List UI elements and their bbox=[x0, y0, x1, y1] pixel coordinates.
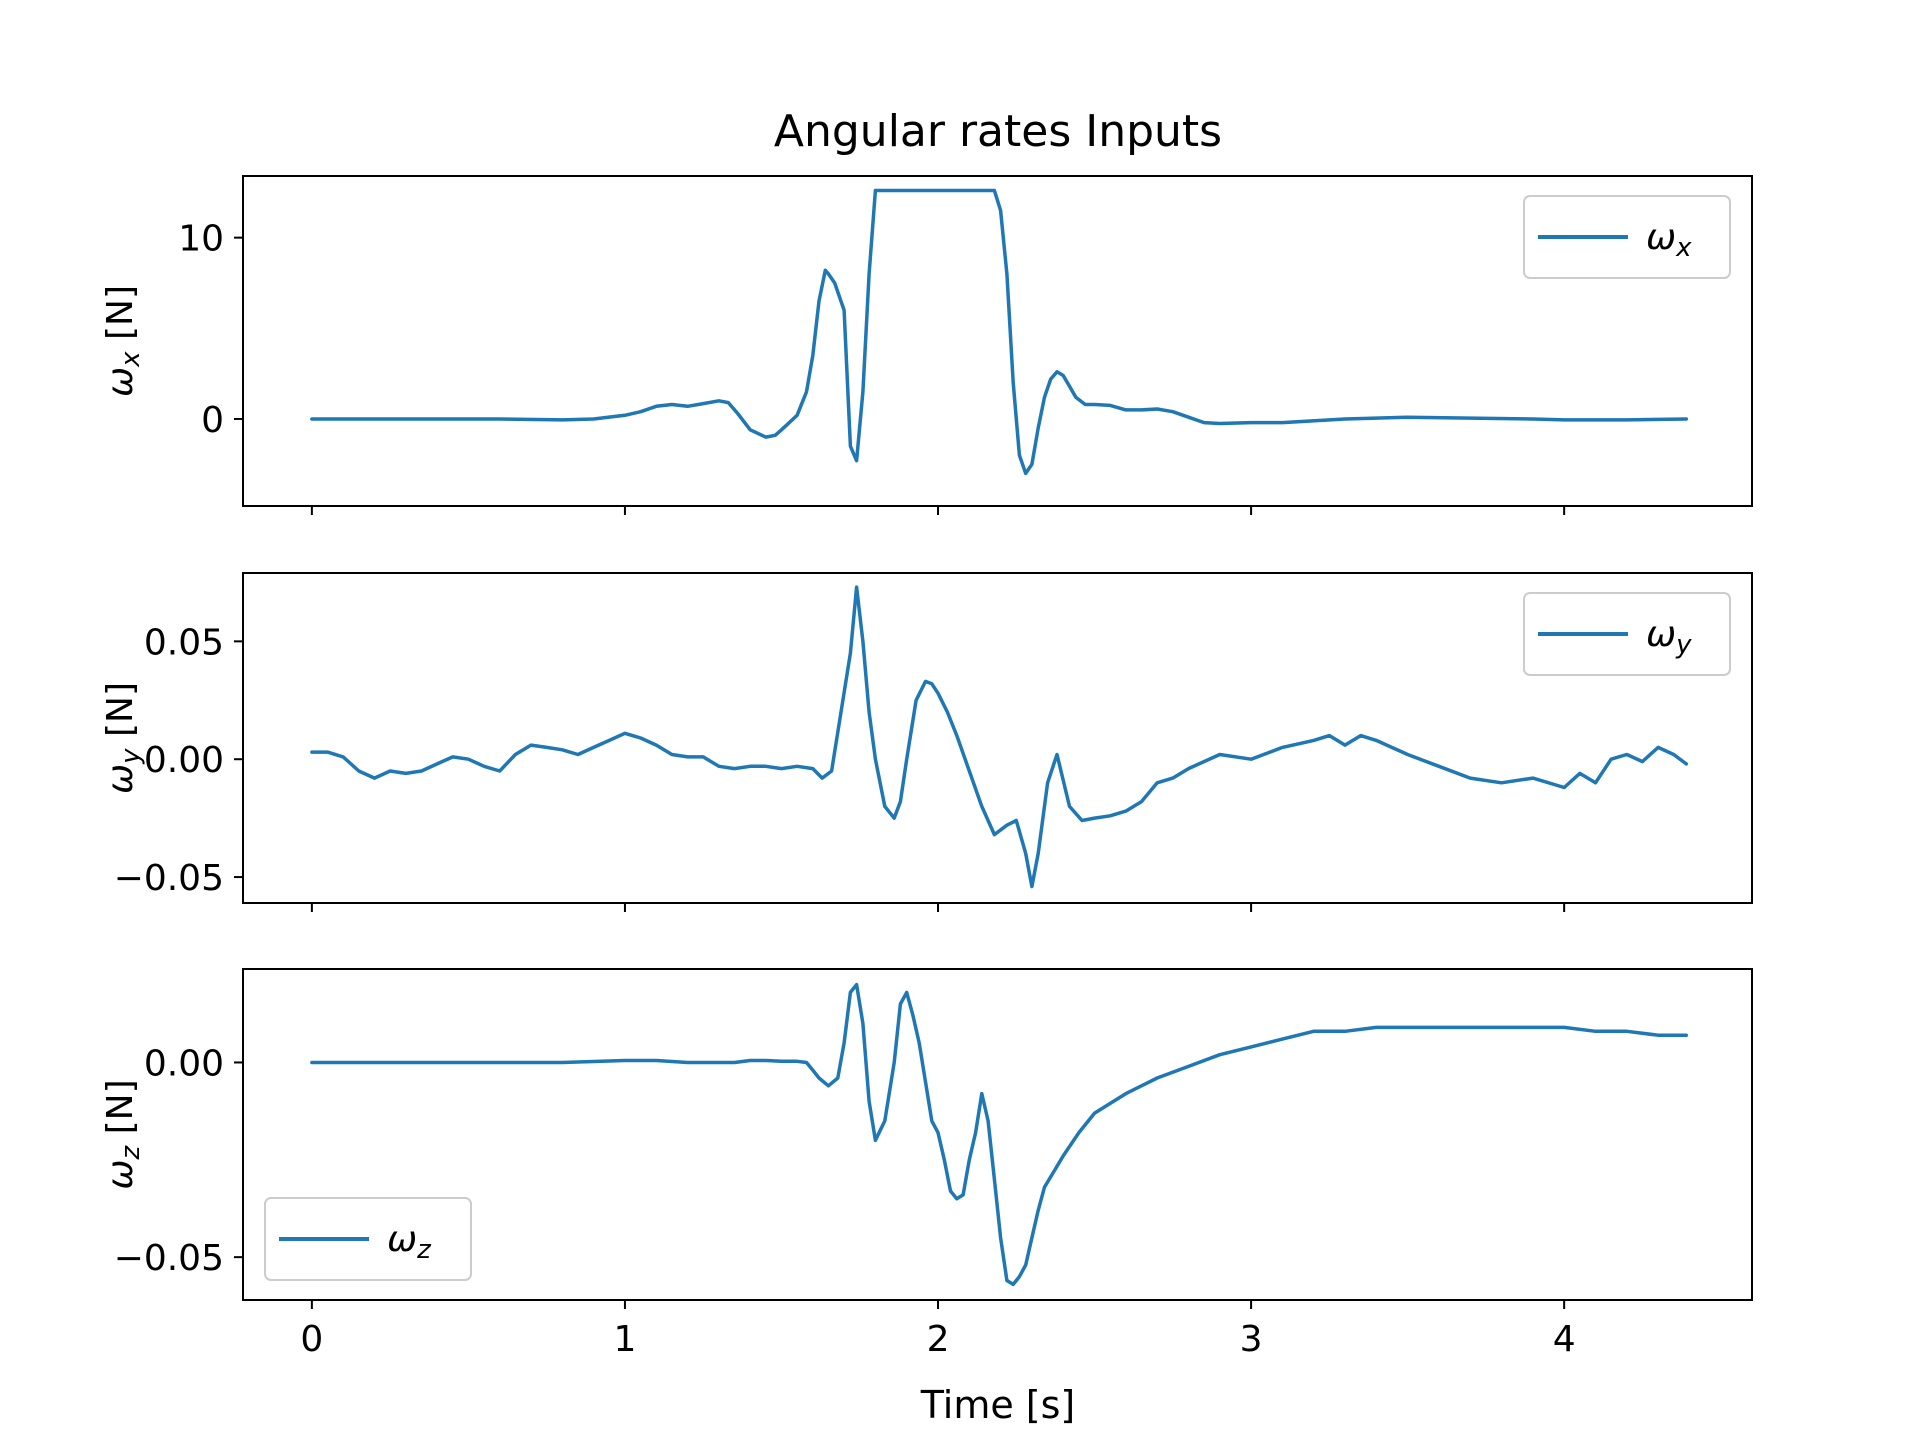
axes-frame bbox=[242, 572, 1753, 904]
series-line-y bbox=[310, 585, 1689, 889]
x-tick-label: 2 bbox=[927, 1319, 950, 1360]
series-line-x bbox=[310, 188, 1689, 476]
y-tick-label: −0.05 bbox=[114, 858, 224, 899]
legend: ωz bbox=[264, 1197, 472, 1281]
panel-2: −0.05 0.00 0.05 ωy [N] ωy bbox=[100, 572, 1753, 912]
y-axis-label: ωx [N] bbox=[100, 285, 146, 397]
x-tick-label: 1 bbox=[613, 1319, 636, 1360]
y-tick-label: 0.00 bbox=[144, 740, 224, 781]
legend: ωx bbox=[1523, 195, 1731, 279]
x-tick-label: 3 bbox=[1240, 1319, 1263, 1360]
y-tick-label: 10 bbox=[178, 219, 224, 260]
axes-frame bbox=[242, 968, 1753, 1301]
y-tick-label: 0 bbox=[201, 400, 224, 441]
x-tick-label: 0 bbox=[300, 1319, 323, 1360]
legend-label: ωy bbox=[1646, 614, 1692, 660]
legend-label: ωx bbox=[1646, 217, 1692, 263]
series-line-z bbox=[310, 982, 1689, 1287]
legend-label: ωz bbox=[387, 1219, 432, 1265]
y-tick-label: −0.05 bbox=[114, 1238, 224, 1279]
x-axis-label: Time [s] bbox=[920, 1383, 1076, 1427]
panel-3: −0.05 0.00 0 1 2 3 4 ωz [N] ωz bbox=[100, 968, 1753, 1360]
y-tick-label: 0.05 bbox=[144, 622, 224, 663]
y-tick-label: 0.00 bbox=[144, 1043, 224, 1084]
chart-title: Angular rates Inputs bbox=[774, 106, 1222, 157]
y-axis-label: ωz [N] bbox=[100, 1079, 146, 1189]
x-tick-label: 4 bbox=[1553, 1319, 1576, 1360]
axes-frame bbox=[242, 175, 1753, 507]
y-axis-label: ωy [N] bbox=[100, 682, 146, 794]
panel-1: 0 10 ωx [N] ωx bbox=[100, 175, 1753, 515]
legend: ωy bbox=[1523, 592, 1731, 676]
